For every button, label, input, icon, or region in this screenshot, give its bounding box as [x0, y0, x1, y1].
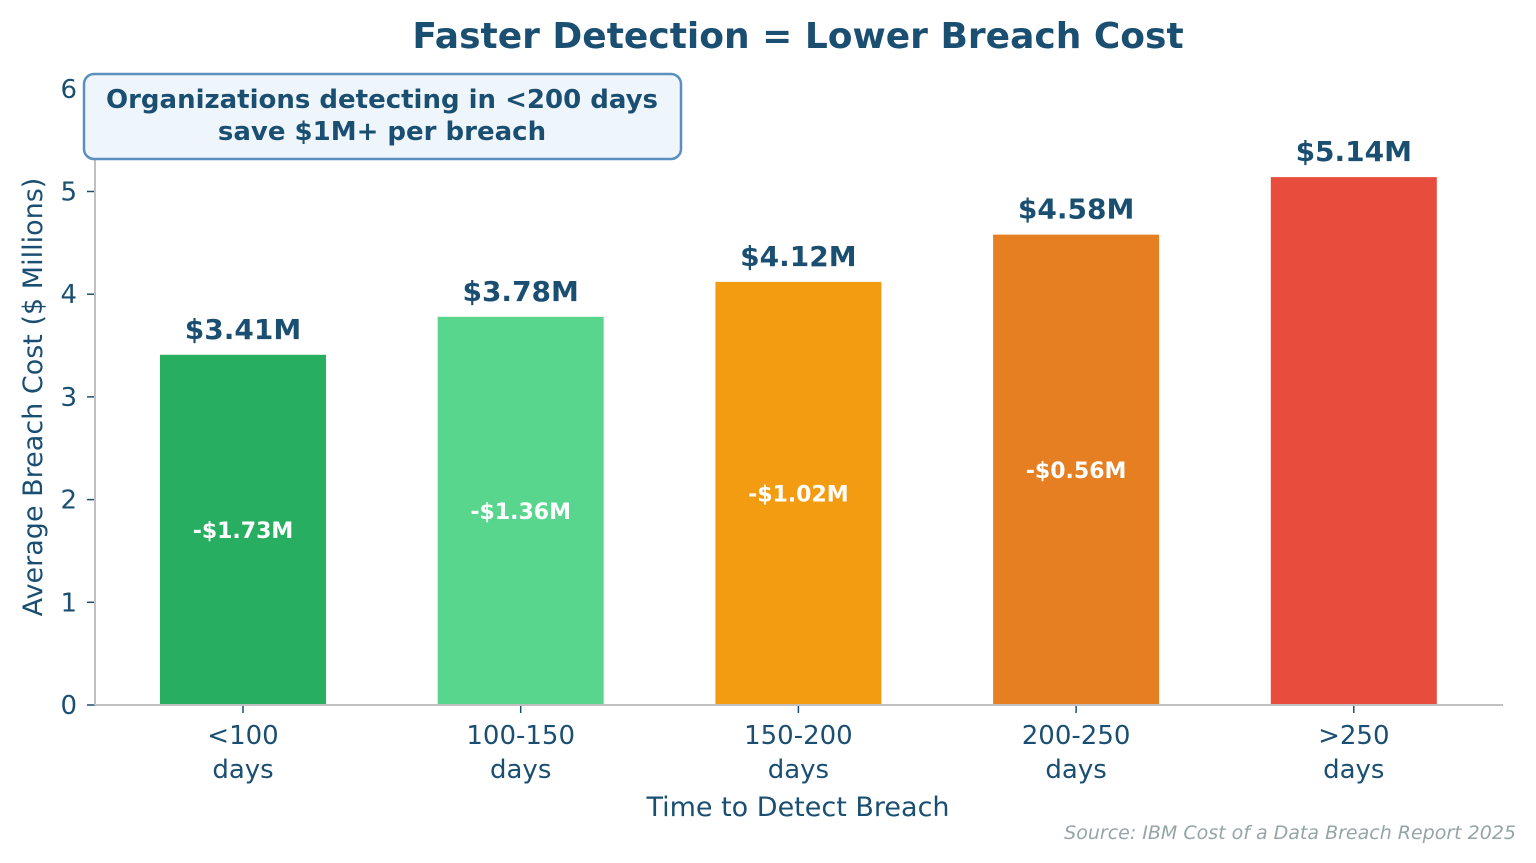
bar-4 [1270, 177, 1437, 705]
bar-value-label: $3.78M [462, 275, 578, 308]
annotation-box-frame [82, 72, 683, 161]
x-axis-label: Time to Detect Breach [645, 792, 949, 823]
annotation-line-1: Organizations detecting in <200 days [106, 85, 658, 115]
y-tick-label: 5 [60, 178, 77, 208]
bar-value-label: $4.58M [1018, 193, 1134, 226]
bar-value-label: $3.41M [185, 313, 301, 346]
x-tick-label: 200-250 days [1022, 721, 1131, 785]
x-tick-label: 150-200 days [744, 721, 853, 785]
source-note: Source: IBM Cost of a Data Breach Report… [1064, 822, 1516, 844]
x-tick-label: <100 days [207, 721, 278, 785]
bar-0 [160, 354, 326, 705]
bar-3 [993, 234, 1160, 705]
y-tick-label: 6 [60, 75, 77, 105]
annotation-box: Organizations detecting in <200 days sav… [82, 72, 683, 161]
bar-2 [715, 281, 882, 705]
chart-title: Faster Detection = Lower Breach Cost [412, 16, 1183, 57]
bar-value-label: $5.14M [1296, 135, 1412, 168]
y-axis-ticks: 0 1 2 3 4 5 6 [60, 75, 95, 721]
y-tick-label: 4 [60, 280, 77, 310]
y-tick-label: 3 [60, 383, 77, 413]
bar-savings-label: -$1.36M [470, 500, 571, 525]
bar-savings-label: -$1.02M [748, 482, 849, 507]
y-tick-label: 2 [60, 486, 77, 516]
y-axis-label: Average Breach Cost ($ Millions) [18, 178, 49, 617]
x-tick-label: >250 days [1318, 721, 1389, 785]
y-tick-label: 0 [60, 691, 77, 721]
bar-savings-label: -$1.73M [193, 519, 294, 544]
x-tick-label: 100-150 days [466, 721, 575, 785]
x-axis-ticks: <100 days 100-150 days 150-200 days 200-250 day… [207, 705, 1390, 785]
bar-savings-label: -$0.56M [1026, 459, 1127, 484]
bars-group: $3.41M -$1.73M $3.78M -$1.36M $4.12M -$1.02M $… [160, 135, 1437, 705]
bar-1 [437, 316, 604, 705]
annotation-line-2: save $1M+ per breach [218, 117, 546, 147]
bar-value-label: $4.12M [740, 240, 856, 273]
y-tick-label: 1 [60, 588, 77, 618]
